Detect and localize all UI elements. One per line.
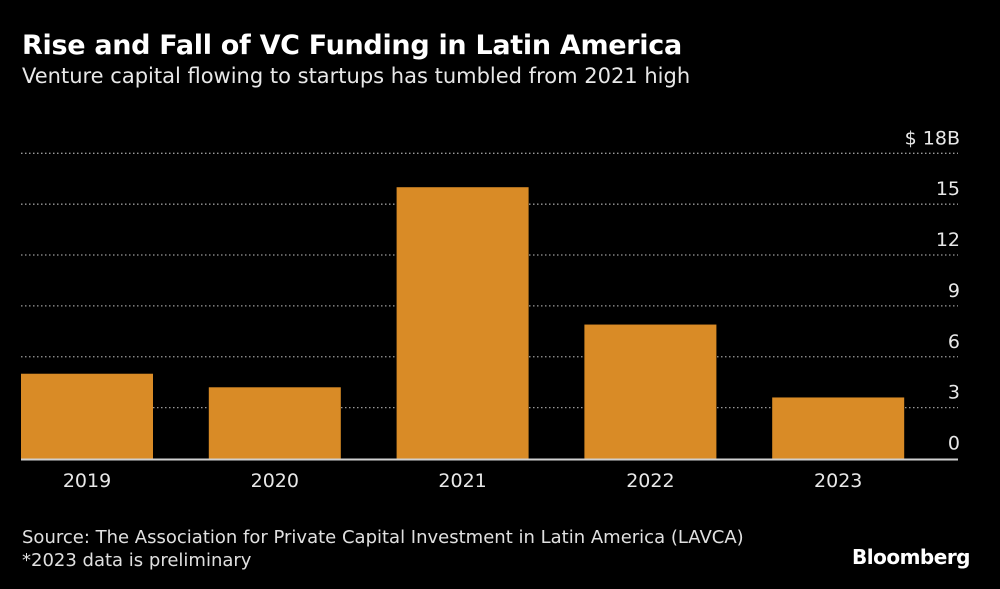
y-tick-label: 12 [936,229,960,251]
y-tick-label: $ 18B [905,127,960,149]
x-tick-label: 2021 [438,470,486,492]
footnote: *2023 data is preliminary [22,550,252,571]
chart-subtitle: Venture capital flowing to startups has … [22,64,691,88]
x-tick-label: 2020 [251,470,299,492]
y-tick-label: 3 [948,382,960,404]
x-tick-label: 2019 [63,470,111,492]
bar-2019 [21,373,153,459]
bar-2020 [208,387,341,459]
x-tick-label: 2023 [814,470,862,492]
source-note: Source: The Association for Private Capi… [22,527,744,548]
chart-title: Rise and Fall of VC Funding in Latin Ame… [22,30,682,61]
bar-2022 [584,324,717,459]
y-tick-label: 15 [936,178,960,200]
bar-2021 [396,187,529,459]
y-tick-label: 9 [948,280,960,302]
bloomberg-logo: Bloomberg [852,545,970,569]
x-tick-label: 2022 [626,470,674,492]
y-tick-label: 6 [948,331,960,353]
bar-2023 [772,397,905,459]
y-tick-label: 0 [948,433,960,455]
